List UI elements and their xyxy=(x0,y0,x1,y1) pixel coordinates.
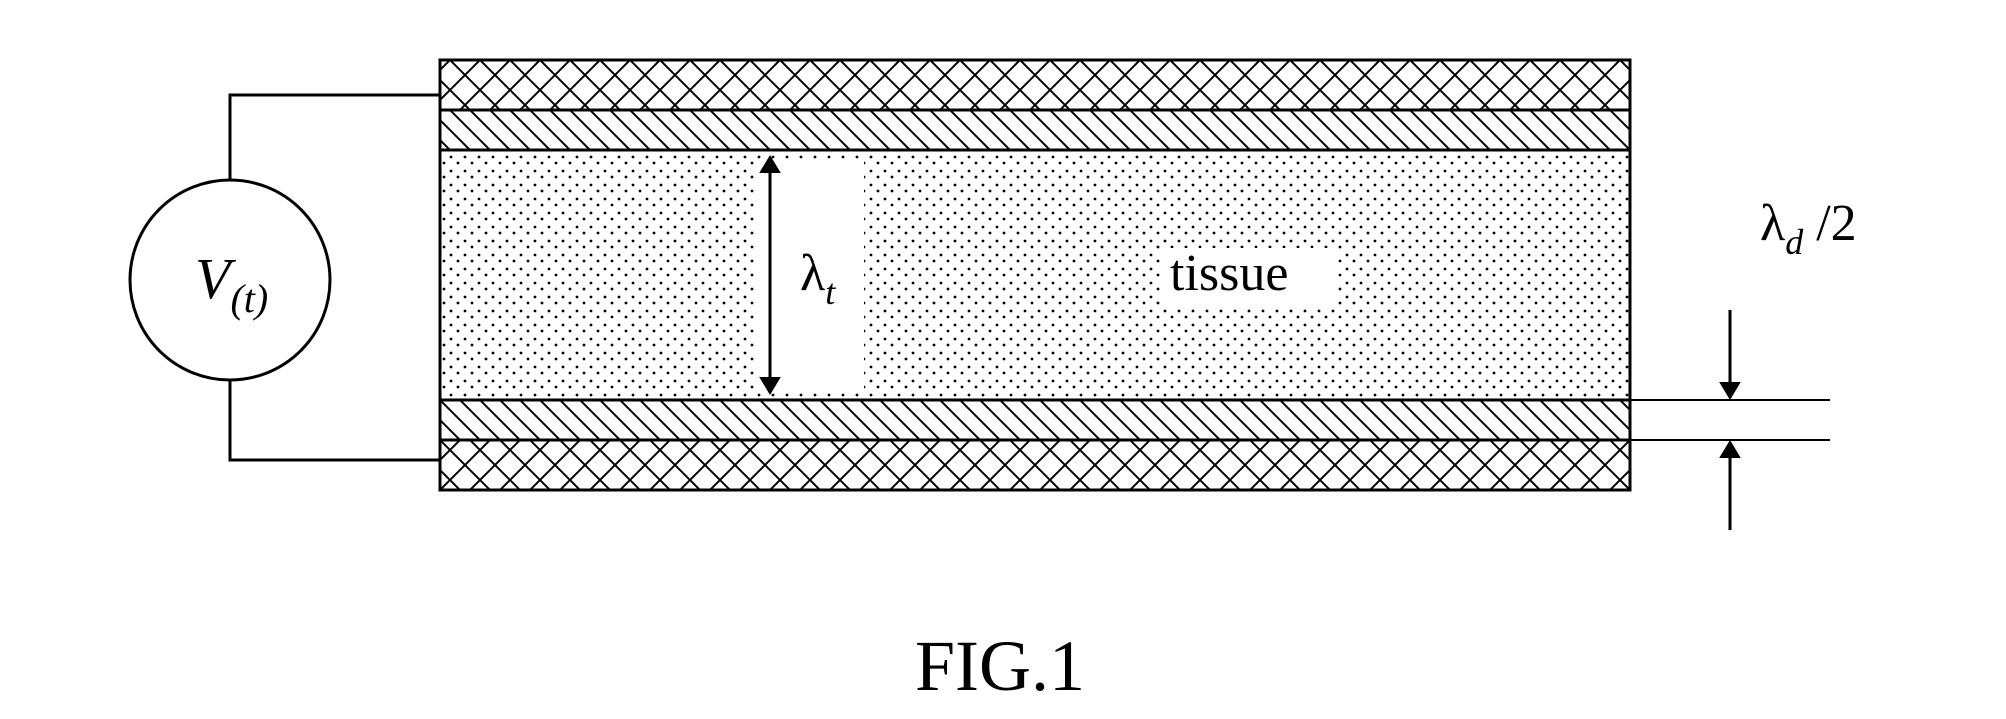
lambda-d-label: λd /2 xyxy=(1760,195,1857,262)
layer-electrode-bot xyxy=(440,440,1630,490)
tissue-label: tissue xyxy=(1170,245,1288,302)
layer-dielectric-bot xyxy=(440,400,1630,440)
figure-caption: FIG.1 xyxy=(915,626,1085,706)
layer-dielectric-top xyxy=(440,110,1630,150)
layer-tissue xyxy=(440,150,1630,400)
figure: V(t)tissueλtλd /2FIG.1 xyxy=(0,0,2006,719)
layer-electrode-top xyxy=(440,60,1630,110)
